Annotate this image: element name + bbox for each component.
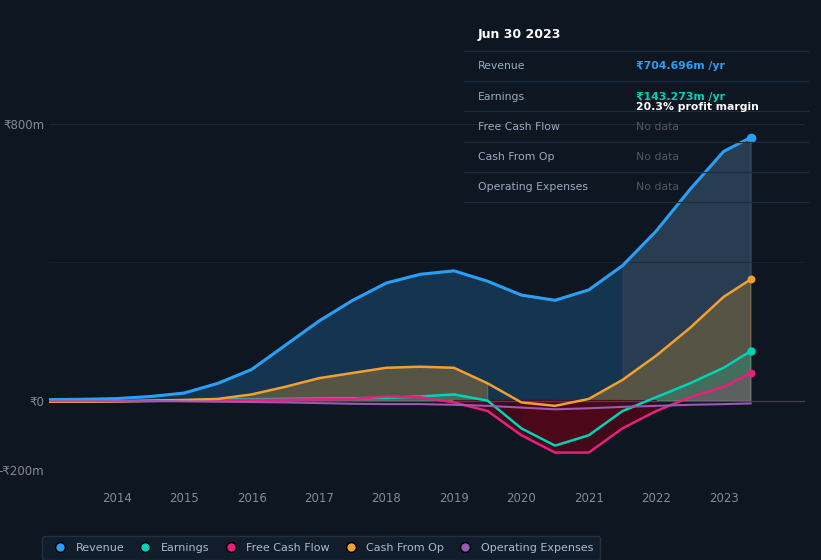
Text: No data: No data: [636, 152, 679, 162]
Point: [744, 347, 757, 356]
Text: Cash From Op: Cash From Op: [478, 152, 554, 162]
Legend: Revenue, Earnings, Free Cash Flow, Cash From Op, Operating Expenses: Revenue, Earnings, Free Cash Flow, Cash …: [42, 536, 600, 559]
Text: Operating Expenses: Operating Expenses: [478, 183, 588, 192]
Text: ₹704.696m /yr: ₹704.696m /yr: [636, 61, 725, 71]
Text: No data: No data: [636, 122, 679, 132]
Text: Jun 30 2023: Jun 30 2023: [478, 28, 561, 41]
Text: Revenue: Revenue: [478, 61, 525, 71]
Point: [744, 133, 757, 142]
Point: [744, 368, 757, 377]
Text: ₹143.273m /yr: ₹143.273m /yr: [636, 92, 725, 101]
Point: [744, 275, 757, 284]
Text: 20.3% profit margin: 20.3% profit margin: [636, 102, 759, 111]
Text: Earnings: Earnings: [478, 92, 525, 101]
Text: No data: No data: [636, 183, 679, 192]
Text: Free Cash Flow: Free Cash Flow: [478, 122, 560, 132]
